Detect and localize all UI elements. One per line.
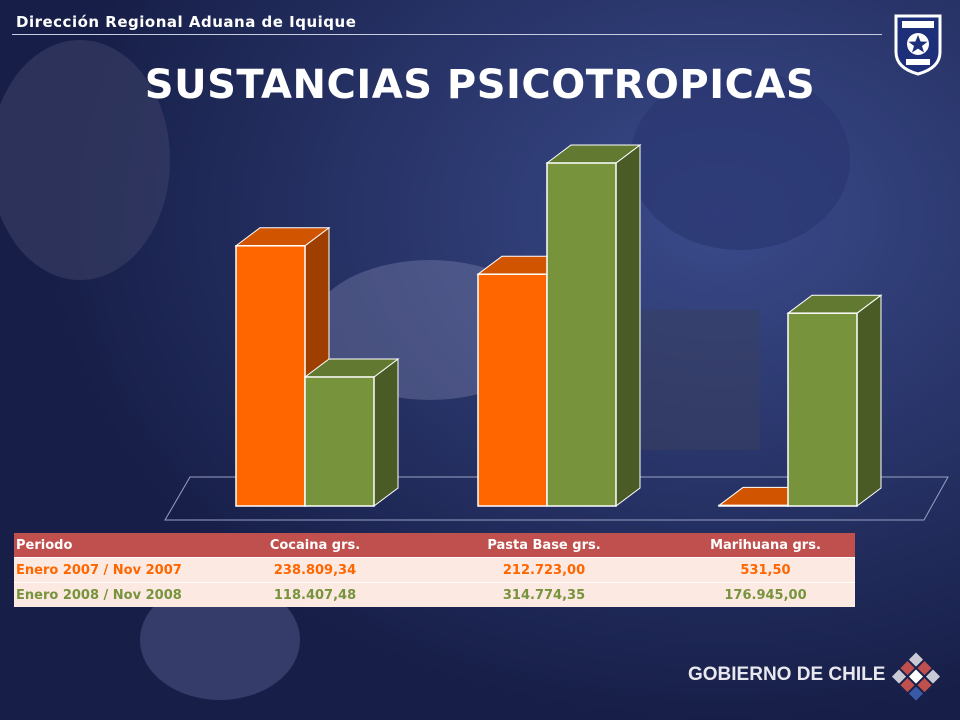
table-header-cell: Cocaina grs.	[218, 533, 412, 558]
bar-front	[718, 504, 789, 507]
bar-2008-marihuana	[786, 294, 883, 507]
gobierno-de-chile-label: GOBIERNO DE CHILE	[688, 664, 886, 685]
gobierno-de-chile-logo	[891, 652, 941, 701]
bar-front	[304, 376, 375, 507]
table-cell: 531,50	[676, 557, 855, 583]
bar-side	[856, 294, 882, 507]
region-header: Dirección Regional Aduana de Iquique	[16, 13, 357, 31]
table-row: Enero 2007 / Nov 2007 238.809,34 212.723…	[14, 557, 855, 583]
bar-front	[477, 273, 548, 507]
bar-front	[235, 245, 306, 507]
table-header-cell: Marihuana grs.	[676, 533, 855, 558]
chart-floor	[164, 476, 949, 521]
bar-2008-pasta	[545, 144, 642, 507]
bar-side	[373, 357, 399, 507]
data-table: Periodo Cocaina grs. Pasta Base grs. Mar…	[14, 533, 855, 607]
slide-title: SUSTANCIAS PSICOTROPICAS	[144, 62, 816, 108]
table-cell: 314.774,35	[412, 582, 676, 607]
header-divider	[12, 34, 882, 35]
table-cell: Enero 2007 / Nov 2007	[14, 557, 218, 583]
table-row: Enero 2008 / Nov 2008 118.407,48 314.774…	[14, 582, 855, 607]
bar-side	[615, 144, 641, 507]
bar-front	[546, 162, 617, 507]
aduanas-badge-logo	[894, 14, 942, 76]
table-cell: 238.809,34	[218, 557, 412, 583]
table-header-cell: Periodo	[14, 533, 218, 558]
bar-2007-cocaina	[234, 226, 331, 507]
table-header-row: Periodo Cocaina grs. Pasta Base grs. Mar…	[14, 533, 855, 558]
table-cell: 176.945,00	[676, 582, 855, 607]
bar-2008-cocaina	[303, 357, 400, 507]
bar-front	[787, 312, 858, 507]
table-cell: 118.407,48	[218, 582, 412, 607]
table-cell: 212.723,00	[412, 557, 676, 583]
table-cell: Enero 2008 / Nov 2008	[14, 582, 218, 607]
table-header-cell: Pasta Base grs.	[412, 533, 676, 558]
